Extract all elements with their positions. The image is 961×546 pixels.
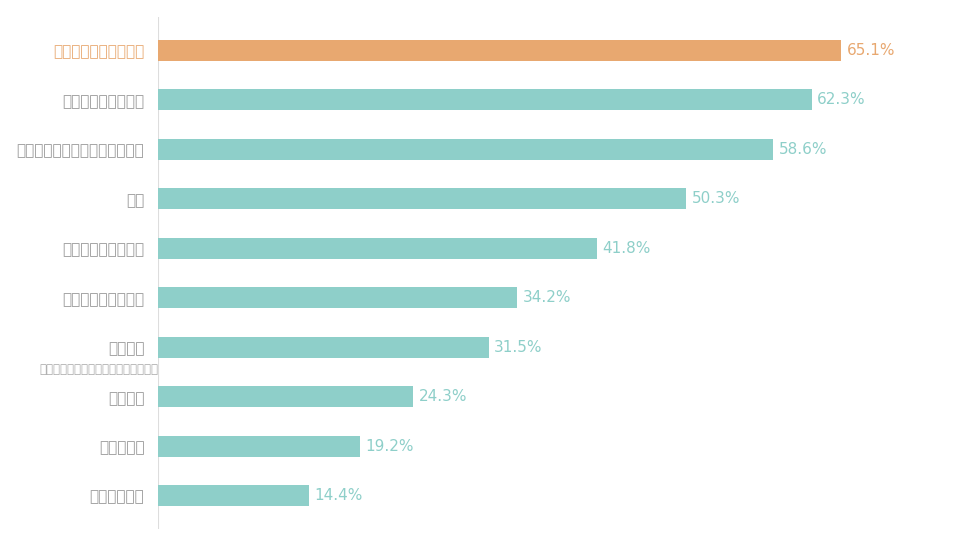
Text: 19.2%: 19.2% — [364, 438, 413, 454]
Bar — [159, 287, 517, 308]
Bar — [159, 387, 413, 407]
Text: 24.3%: 24.3% — [418, 389, 466, 404]
Text: 34.2%: 34.2% — [522, 290, 570, 305]
Bar — [159, 40, 841, 61]
Bar — [159, 238, 597, 259]
Bar — [159, 436, 359, 456]
Bar — [159, 337, 488, 358]
Bar — [159, 188, 685, 209]
Bar — [159, 139, 773, 159]
Text: 31.5%: 31.5% — [494, 340, 542, 355]
Text: 41.8%: 41.8% — [602, 241, 650, 256]
Bar — [159, 90, 811, 110]
Text: 62.3%: 62.3% — [817, 92, 865, 108]
Text: 65.1%: 65.1% — [846, 43, 895, 58]
Text: 50.3%: 50.3% — [691, 191, 739, 206]
Bar — [159, 485, 309, 506]
Text: （貯蓄・株式・保険・投資信託など）: （貯蓄・株式・保険・投資信託など） — [39, 363, 159, 376]
Text: 58.6%: 58.6% — [777, 142, 826, 157]
Text: 14.4%: 14.4% — [314, 488, 362, 503]
